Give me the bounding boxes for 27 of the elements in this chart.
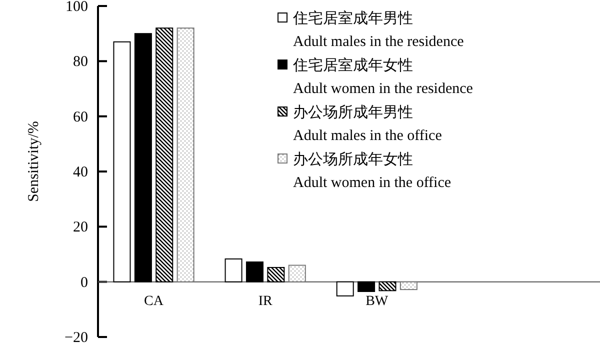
bar [156,28,174,282]
y-tick-label: −20 [64,330,88,346]
legend-label: 住宅居室成年女性 Adult women in the residence [292,56,474,97]
bar [378,281,396,292]
bar [224,258,242,282]
y-tick-label: 80 [73,54,88,70]
y-tick-label: 0 [80,274,88,291]
bar [358,281,376,292]
x-tick-label: CA [144,294,164,309]
bar [267,266,285,282]
x-tick-label: BW [366,294,389,309]
y-tick-label: 60 [73,109,88,126]
x-tick-label: IR [258,294,273,309]
legend-label: 住宅居室成年男性 Adult males in the residence [292,9,464,50]
y-tick-label: 40 [73,164,88,180]
bar [246,261,264,282]
bar [400,281,418,290]
bar [113,41,131,282]
bar [134,33,152,282]
bar [336,281,354,296]
bar [176,28,194,282]
legend-label: 办公场所成年女性 Adult women in the office [293,150,452,191]
y-tick-label: 20 [73,220,88,236]
legend-label: 办公场所成年男性 Adult males in the office [293,103,442,144]
bar [288,264,306,282]
y-axis-title: Sensitivity/% [26,121,42,202]
y-tick-label: 100 [66,0,88,15]
